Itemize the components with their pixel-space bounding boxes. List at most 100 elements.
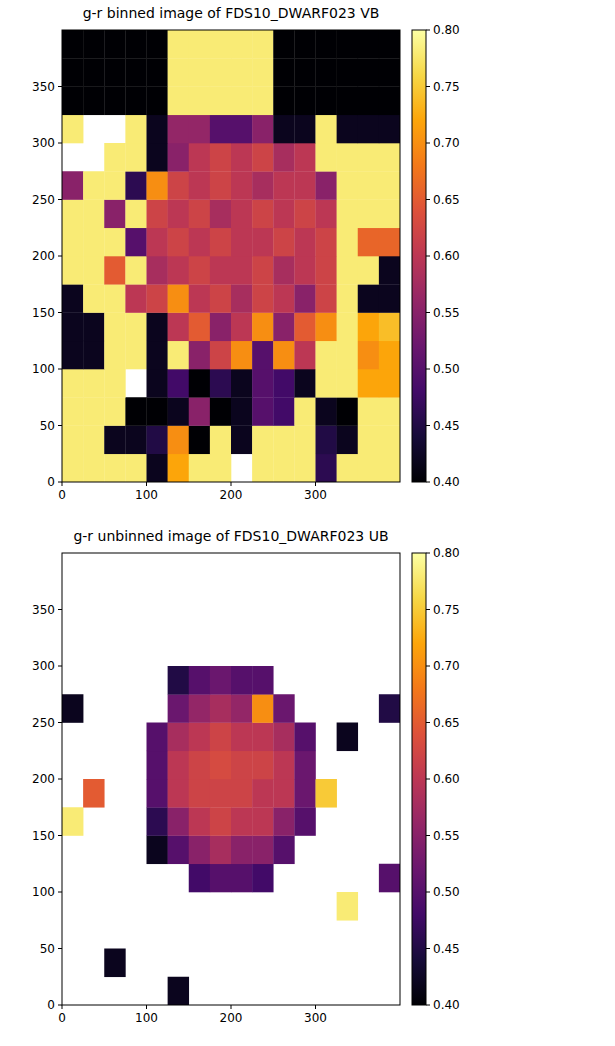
cell <box>379 228 400 257</box>
cell <box>273 30 294 59</box>
cell <box>231 779 252 808</box>
cell <box>379 115 400 144</box>
cell <box>210 87 231 116</box>
cell <box>231 426 252 455</box>
cell <box>294 807 315 836</box>
y-tick <box>58 609 62 610</box>
cell <box>337 171 358 200</box>
cell <box>147 256 168 285</box>
colorbar-tick <box>426 143 430 144</box>
cell <box>210 397 231 426</box>
cell <box>337 341 358 370</box>
colorbar-tick <box>426 86 430 87</box>
cell <box>379 30 400 59</box>
cell <box>104 256 125 285</box>
cell <box>231 87 252 116</box>
colorbar-tick-label: 0.65 <box>433 193 460 207</box>
cell <box>210 284 231 313</box>
cell <box>83 284 104 313</box>
panel: g-r binned image of FDS10_DWARF023 VB010… <box>32 5 460 502</box>
colorbar <box>412 30 426 482</box>
y-tick <box>58 892 62 893</box>
cell <box>147 397 168 426</box>
cell <box>210 30 231 59</box>
cell <box>189 115 210 144</box>
cell <box>273 200 294 229</box>
y-tick-label: 200 <box>32 249 55 263</box>
colorbar-tick <box>426 369 430 370</box>
cell <box>358 256 379 285</box>
cell <box>83 341 104 370</box>
cell <box>337 200 358 229</box>
cell <box>104 143 125 172</box>
cell <box>210 115 231 144</box>
cell <box>294 228 315 257</box>
cell <box>147 369 168 398</box>
cell <box>252 256 273 285</box>
cell <box>379 143 400 172</box>
x-tick <box>146 1005 147 1009</box>
cell <box>125 397 146 426</box>
y-tick <box>58 722 62 723</box>
colorbar-tick <box>426 948 430 949</box>
y-tick <box>58 1005 62 1006</box>
cell <box>168 171 189 200</box>
cell <box>168 397 189 426</box>
cell <box>210 723 231 752</box>
colorbar-tick-label: 0.75 <box>433 80 460 94</box>
cell <box>273 228 294 257</box>
cell <box>273 369 294 398</box>
cell <box>62 87 83 116</box>
cell <box>252 369 273 398</box>
y-tick <box>58 199 62 200</box>
cell <box>104 58 125 87</box>
x-tick-label: 100 <box>135 488 158 502</box>
cell <box>125 87 146 116</box>
cell <box>168 977 189 1005</box>
cell <box>316 171 337 200</box>
cell <box>104 30 125 59</box>
cell <box>316 256 337 285</box>
cell <box>147 836 168 865</box>
x-tick <box>62 482 63 486</box>
cell <box>125 115 146 144</box>
cell <box>62 694 83 723</box>
cell <box>189 864 210 893</box>
y-tick-label: 0 <box>47 475 55 489</box>
cell <box>294 58 315 87</box>
cell <box>104 949 125 978</box>
cell <box>231 341 252 370</box>
cell <box>337 256 358 285</box>
colorbar-tick-label: 0.70 <box>433 136 460 150</box>
y-tick-label: 250 <box>32 716 55 730</box>
cell <box>210 369 231 398</box>
cell <box>252 143 273 172</box>
cell <box>125 454 146 482</box>
cell <box>273 256 294 285</box>
cell <box>168 228 189 257</box>
cell <box>189 426 210 455</box>
colorbar-tick <box>426 256 430 257</box>
cells <box>62 30 400 482</box>
cell <box>125 58 146 87</box>
y-tick <box>58 86 62 87</box>
y-tick-label: 300 <box>32 136 55 150</box>
cell <box>273 58 294 87</box>
title: g-r unbinned image of FDS10_DWARF023 UB <box>73 528 388 544</box>
cell <box>294 369 315 398</box>
colorbar-tick-label: 0.80 <box>433 546 460 560</box>
cell <box>337 426 358 455</box>
cell <box>62 454 83 482</box>
cell <box>316 115 337 144</box>
colorbar-tick-label: 0.60 <box>433 249 460 263</box>
cell <box>62 807 83 836</box>
y-tick <box>58 256 62 257</box>
y-tick-label: 50 <box>40 942 55 956</box>
cell <box>210 58 231 87</box>
cell <box>294 723 315 752</box>
cell <box>252 284 273 313</box>
cell <box>147 30 168 59</box>
colorbar-tick-label: 0.45 <box>433 419 460 433</box>
cell <box>189 751 210 780</box>
cell <box>273 694 294 723</box>
